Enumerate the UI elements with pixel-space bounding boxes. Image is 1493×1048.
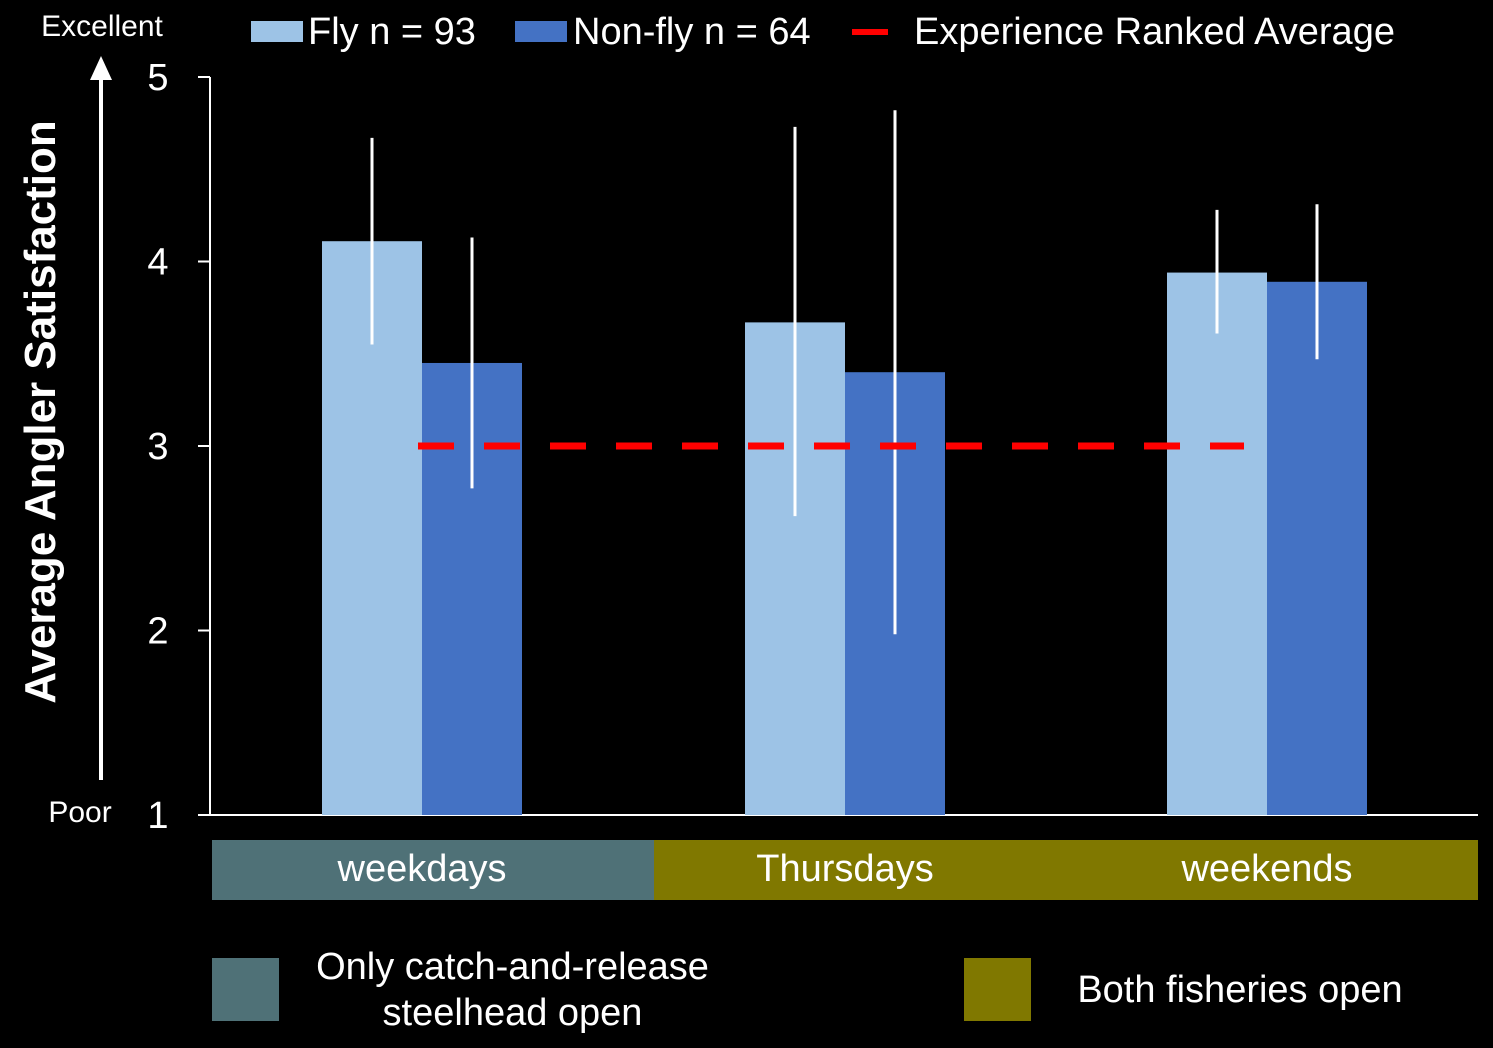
y-tick-label: 4	[147, 242, 168, 284]
band-legend-swatch-both-open	[964, 958, 1031, 1021]
x-category-label-thursdays: Thursdays	[756, 848, 933, 890]
category-band-weekends	[1056, 840, 1478, 900]
category-band-thursdays	[654, 840, 1056, 900]
band-legend-label-catch-release: Only catch-and-release steelhead open	[290, 944, 735, 1036]
band-legend-swatch-catch-release	[212, 958, 279, 1021]
scale-top-label: Excellent	[41, 10, 163, 43]
legend-label-non-fly: Non-fly n = 64	[573, 11, 811, 53]
y-axis-label: Average Angler Satisfaction	[16, 120, 65, 704]
band-legend-label-line1: Only catch-and-release	[316, 946, 709, 988]
legend-swatch-fly	[251, 21, 303, 42]
legend-label-fly: Fly n = 93	[308, 11, 476, 53]
x-category-label-weekends: weekends	[1180, 848, 1352, 890]
bar-non-fly-weekends	[1267, 281, 1367, 815]
y-tick-label: 2	[147, 611, 168, 653]
bar-fly-weekends	[1167, 272, 1267, 815]
scale-bottom-label: Poor	[48, 796, 111, 829]
y-tick-label: 5	[147, 57, 168, 99]
legend-swatch-non-fly	[515, 21, 567, 42]
legend-label-reference: Experience Ranked Average	[914, 11, 1395, 53]
band-legend-label-both-open: Both fisheries open	[1077, 969, 1403, 1011]
y-tick-label: 3	[147, 426, 168, 468]
x-category-label-weekdays: weekdays	[337, 848, 507, 890]
category-band-weekdays	[212, 840, 654, 900]
band-legend-label-line2: steelhead open	[382, 992, 643, 1034]
y-tick-label: 1	[147, 795, 168, 837]
scale-arrow-head	[90, 56, 112, 80]
